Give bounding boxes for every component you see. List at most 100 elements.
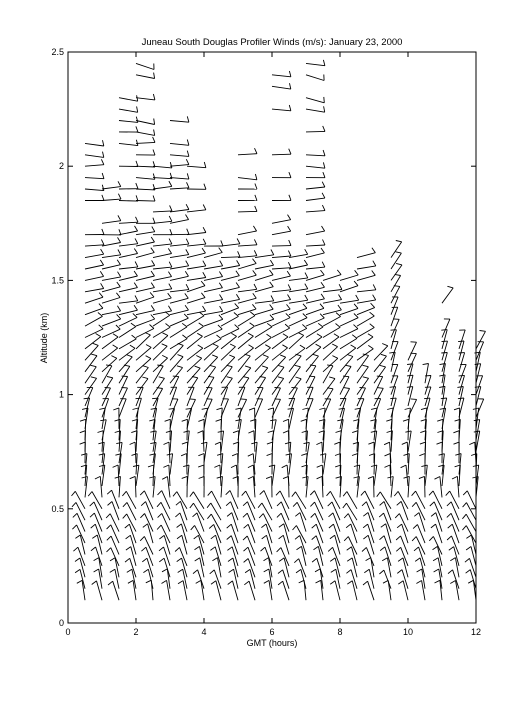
barb-feather xyxy=(303,259,308,266)
barb-staff xyxy=(84,253,104,259)
barb-feather xyxy=(93,557,100,561)
barb-feather xyxy=(368,441,375,445)
barb-staff xyxy=(254,442,258,464)
barb-feather xyxy=(379,535,385,541)
barb-feather xyxy=(439,385,446,388)
barb-feather xyxy=(198,322,204,327)
barb-feather xyxy=(466,534,472,539)
barb-staff xyxy=(254,347,271,361)
barb-staff xyxy=(305,266,325,270)
barb-feather xyxy=(267,407,274,411)
barb-staff xyxy=(220,336,237,350)
barb-feather xyxy=(326,491,331,497)
barb-staff xyxy=(169,187,190,190)
barb-feather xyxy=(117,215,122,221)
barb-staff xyxy=(305,252,325,259)
barb-feather xyxy=(278,523,285,528)
barb-staff xyxy=(305,326,324,338)
barb-feather xyxy=(87,491,93,497)
barb-staff xyxy=(262,513,273,532)
barb-staff xyxy=(322,407,326,429)
barb-feather xyxy=(316,441,323,446)
barb-staff xyxy=(211,490,222,510)
barb-staff xyxy=(161,513,171,532)
barb-staff xyxy=(84,275,104,281)
barb-feather xyxy=(101,228,105,235)
barb-feather xyxy=(168,283,173,290)
barb-staff xyxy=(356,366,369,384)
barb-feather xyxy=(117,249,122,256)
barb-feather xyxy=(132,407,139,410)
barb-feather xyxy=(111,355,118,359)
barb-feather xyxy=(169,161,173,169)
barb-staff xyxy=(203,299,223,304)
barb-feather xyxy=(217,324,223,330)
barb-staff xyxy=(424,386,432,407)
barb-feather xyxy=(363,512,369,517)
barb-staff xyxy=(424,476,426,498)
barb-feather xyxy=(353,418,360,422)
barb-staff xyxy=(101,408,106,429)
barb-staff xyxy=(118,253,138,259)
barb-feather xyxy=(294,364,301,368)
barb-feather xyxy=(253,250,258,256)
barb-feather xyxy=(421,464,428,468)
barb-staff xyxy=(203,356,219,373)
barb-feather xyxy=(361,547,367,552)
barb-staff xyxy=(118,200,139,202)
barb-staff xyxy=(84,307,104,316)
barb-staff xyxy=(163,546,171,567)
barb-feather xyxy=(142,365,149,368)
barb-feather xyxy=(295,376,302,380)
barb-staff xyxy=(441,287,454,304)
barb-feather xyxy=(100,239,105,245)
barb-feather xyxy=(186,228,190,235)
barb-staff xyxy=(210,502,222,521)
barb-feather xyxy=(282,475,289,480)
barb-staff xyxy=(237,399,248,418)
barb-staff xyxy=(401,523,409,544)
barb-staff xyxy=(196,512,205,532)
barb-feather xyxy=(420,430,427,434)
barb-staff xyxy=(186,408,193,429)
barb-staff xyxy=(305,365,317,384)
barb-feather xyxy=(446,501,452,507)
barb-feather xyxy=(184,271,189,277)
barb-staff xyxy=(145,501,154,521)
barb-staff xyxy=(118,366,131,384)
barb-staff xyxy=(305,274,325,281)
barb-feather xyxy=(89,512,95,518)
barb-staff xyxy=(135,398,142,418)
barb-staff xyxy=(169,387,178,407)
barb-feather xyxy=(353,464,360,467)
barb-feather xyxy=(168,180,173,187)
barb-feather xyxy=(398,580,404,585)
barb-staff xyxy=(110,535,120,555)
barb-staff xyxy=(470,534,477,555)
barb-feather xyxy=(295,512,301,517)
barb-feather xyxy=(117,305,121,312)
barb-staff xyxy=(475,398,485,418)
barb-staff xyxy=(152,288,172,293)
barb-staff xyxy=(152,430,157,452)
barb-staff xyxy=(451,524,460,544)
barb-staff xyxy=(220,286,240,293)
barb-staff xyxy=(152,266,172,270)
barb-staff xyxy=(298,558,307,578)
barb-staff xyxy=(84,315,103,327)
barb-feather xyxy=(342,491,348,497)
barb-staff xyxy=(271,153,292,156)
barb-feather xyxy=(175,512,181,518)
barb-feather xyxy=(176,534,183,540)
barb-feather xyxy=(287,262,292,268)
barb-feather xyxy=(327,501,333,507)
barb-staff xyxy=(356,336,374,350)
barb-staff xyxy=(254,326,273,338)
barb-staff xyxy=(398,513,409,532)
barb-staff xyxy=(415,502,426,521)
barb-staff xyxy=(101,442,105,464)
barb-feather xyxy=(197,332,203,337)
barb-staff xyxy=(347,513,358,532)
barb-staff xyxy=(220,298,240,304)
barb-staff xyxy=(469,569,477,589)
